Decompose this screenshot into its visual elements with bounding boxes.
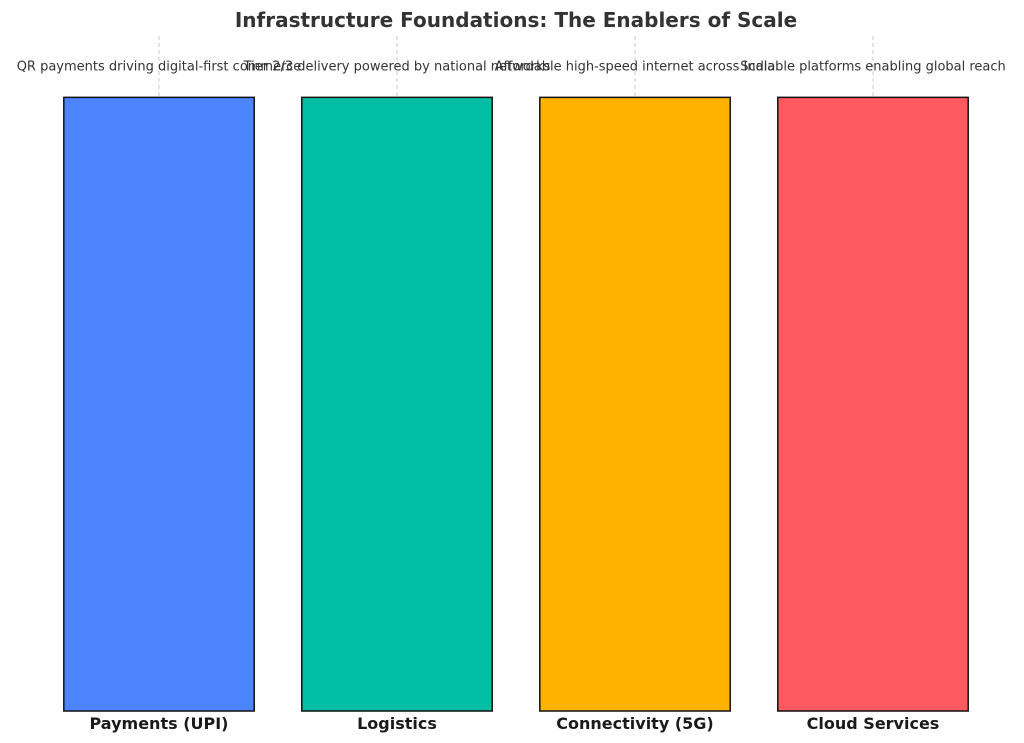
x-tick-label: Payments (UPI)	[90, 714, 229, 733]
grid	[158, 36, 874, 711]
bar-data-label: Tier 2/3 delivery powered by national ne…	[243, 59, 551, 74]
bar	[539, 96, 731, 712]
bars	[63, 96, 969, 712]
bar-data-label: QR payments driving digital-first commer…	[17, 59, 302, 74]
x-tick-label: Cloud Services	[807, 714, 940, 733]
bar-labels: QR payments driving digital-first commer…	[17, 59, 1006, 74]
x-tick-label: Connectivity (5G)	[556, 714, 713, 733]
bar	[63, 96, 255, 712]
bar	[777, 96, 969, 712]
bar-data-label: Scalable platforms enabling global reach	[740, 59, 1006, 74]
x-axis-ticks: Payments (UPI) Logistics Connectivity (5G)…	[90, 714, 940, 733]
chart-title: Infrastructure Foundations: The Enablers…	[235, 8, 797, 32]
bar	[301, 96, 493, 712]
bar-data-label: Affordable high-speed internet across In…	[495, 59, 776, 74]
x-tick-label: Logistics	[357, 714, 437, 733]
